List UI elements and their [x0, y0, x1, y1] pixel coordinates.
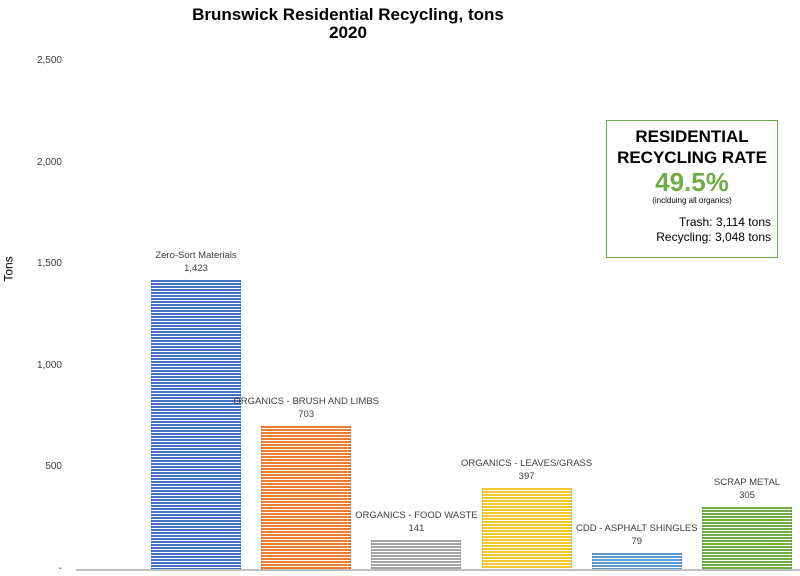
- y-tick-label: 2,500: [36, 55, 62, 66]
- data-label: ORGANICS - FOOD WASTE 141: [316, 509, 516, 535]
- value-label: 1,423: [184, 262, 208, 274]
- y-tick-label: 1,500: [36, 258, 62, 270]
- chart-title: Brunswick Residential Recycling, tons: [192, 5, 504, 24]
- data-label: CDD - ASPHALT SHINGLES 79: [537, 522, 737, 548]
- value-label: 305: [739, 490, 755, 502]
- callout-rate: 49.5%: [655, 167, 729, 197]
- category-label: ORGANICS - LEAVES/GRASS: [460, 458, 593, 470]
- callout-heading-2: RECYCLING RATE: [617, 148, 767, 167]
- y-tick-label: 2,000: [36, 156, 62, 168]
- callout-recycling: Recycling: 3,048 tons: [656, 230, 771, 244]
- x-axis-line: [76, 569, 800, 571]
- data-label: SCRAP METAL 305: [647, 476, 800, 502]
- callout-trash: Trash: 3,114 tons: [678, 215, 771, 229]
- y-tick-label: -: [58, 563, 62, 574]
- bar: [371, 540, 462, 569]
- category-label: CDD - ASPHALT SHINGLES: [575, 522, 698, 534]
- chart-subtitle: 2020: [329, 23, 367, 42]
- category-label: SCRAP METAL: [713, 477, 781, 489]
- bar: [702, 507, 792, 569]
- y-tick-label: 1,000: [36, 359, 62, 371]
- recycling-rate-callout: RESIDENTIAL RECYCLING RATE 49.5% (incldu…: [606, 120, 778, 258]
- category-label: ORGANICS - BRUSH AND LIMBS: [233, 396, 380, 408]
- category-label: ORGANICS - FOOD WASTE: [355, 510, 478, 522]
- bar: [591, 552, 682, 569]
- data-label: Zero-Sort Materials 1,423: [96, 249, 296, 275]
- callout-heading-1: RESIDENTIAL: [635, 127, 749, 146]
- data-label: ORGANICS - LEAVES/GRASS 397: [427, 457, 627, 483]
- value-label: 397: [518, 471, 535, 483]
- bar: [481, 488, 572, 569]
- data-label: ORGANICS - BRUSH AND LIMBS 703: [206, 395, 406, 421]
- bar: [151, 279, 241, 569]
- category-label: Zero-Sort Materials: [155, 249, 237, 261]
- value-label: 703: [298, 409, 315, 421]
- bar: [261, 426, 352, 569]
- y-tick-label: 500: [45, 461, 62, 473]
- value-label: 141: [408, 523, 425, 535]
- value-label: 79: [631, 535, 643, 547]
- callout-note: (inclduing all organics): [652, 196, 732, 205]
